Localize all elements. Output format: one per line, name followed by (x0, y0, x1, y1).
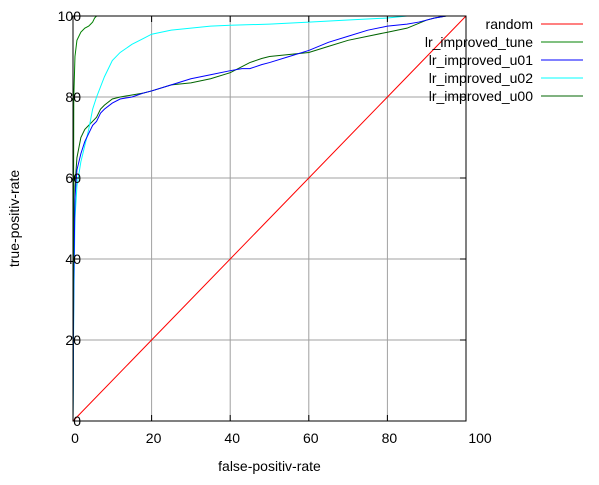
series-layer (72, 15, 467, 422)
series-line-random (72, 15, 467, 422)
grid (73, 16, 466, 421)
legend: random lr_improved_tune lr_improved_u01 lr_… (425, 16, 583, 104)
x-axis-label: false-positiv-rate (218, 458, 321, 474)
legend-label: lr_improved_u02 (429, 70, 533, 86)
y-axis-label: true-positiv-rate (6, 170, 22, 267)
y-tick-label: 80 (65, 89, 81, 105)
tick-labels: 0 20 40 60 80 100 0 20 40 60 80 100 (58, 8, 492, 446)
y-tick-label: 40 (65, 251, 81, 267)
y-tick-label: 0 (73, 413, 81, 429)
x-tick-label: 0 (71, 430, 79, 446)
series-line-lr-improved-u01 (72, 15, 466, 422)
legend-label: lr_improved_u00 (429, 88, 533, 104)
x-tick-label: 20 (146, 430, 162, 446)
x-tick-label: 100 (468, 430, 492, 446)
x-tick-label: 60 (303, 430, 319, 446)
y-tick-label: 100 (58, 8, 82, 24)
y-tick-label: 60 (65, 170, 81, 186)
y-tick-label: 20 (65, 332, 81, 348)
legend-label: lr_improved_tune (425, 34, 533, 50)
series-line-lr-improved-u02 (72, 15, 466, 422)
x-tick-label: 80 (382, 430, 398, 446)
plot-frame (72, 15, 467, 422)
x-tick-label: 40 (224, 430, 240, 446)
legend-label: random (486, 16, 533, 32)
series-line-lr-improved-tune (72, 15, 466, 422)
series-line-lr-improved-u00 (72, 15, 466, 422)
legend-label: lr_improved_u01 (429, 52, 533, 68)
